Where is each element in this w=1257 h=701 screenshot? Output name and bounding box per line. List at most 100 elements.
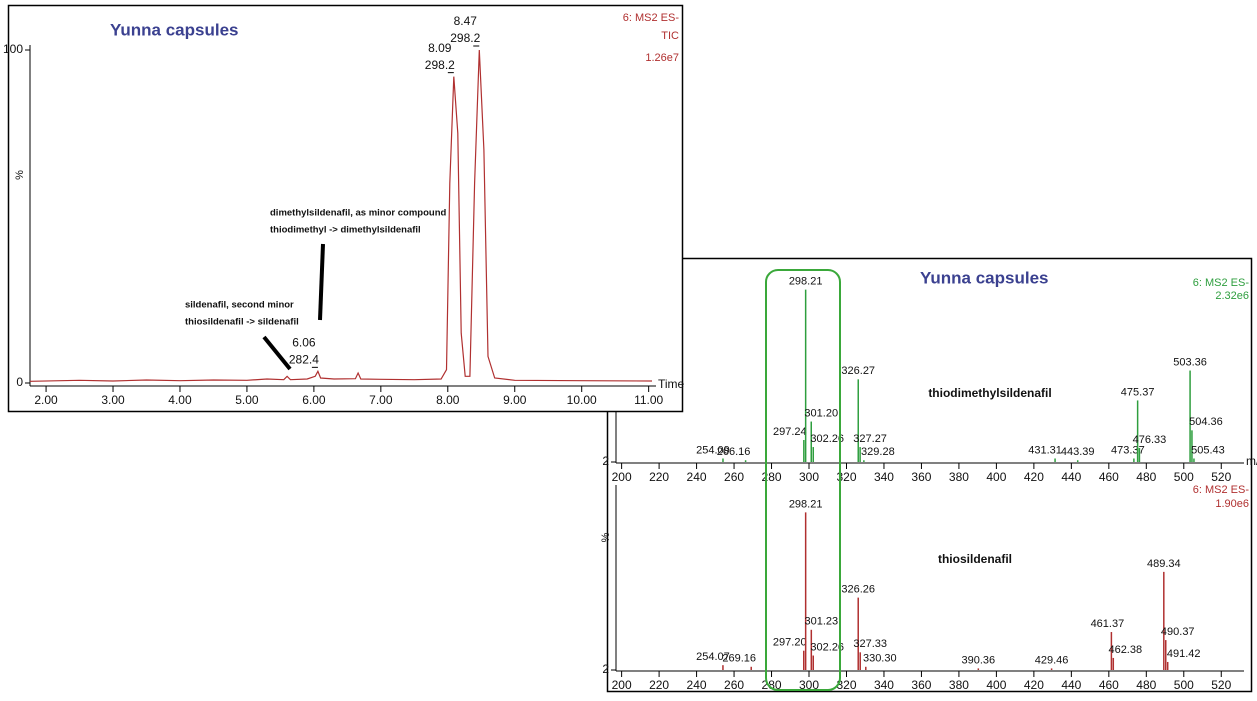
peak-label: 443.39	[1061, 446, 1095, 458]
x-tick-label: 11.00	[634, 393, 663, 407]
highlight-box	[765, 269, 841, 691]
peak-label: 298.2	[425, 58, 455, 72]
arrow	[262, 335, 292, 371]
x-tick-label: 440	[1061, 678, 1081, 692]
x-tick-label: 220	[649, 470, 669, 484]
peak-label: 476.33	[1133, 434, 1167, 446]
spectra-panel: 200 220 240 260 280 300 320 340 360 380 400 420 440 4…	[600, 257, 1257, 693]
compound-label: thiosildenafil	[938, 552, 1012, 566]
x-tick-label: 6.00	[302, 393, 326, 407]
peak-label: 505.43	[1191, 444, 1225, 456]
peak-label: 327.27	[853, 433, 887, 445]
x-tick-label: 7.00	[369, 393, 393, 407]
x-tick-label: 380	[949, 470, 969, 484]
x-tick-label: 520	[1211, 678, 1231, 692]
panel-border	[606, 257, 1253, 693]
x-tick-label: 440	[1061, 470, 1081, 484]
x-tick-label: 9.00	[503, 393, 527, 407]
x-tick-label: 240	[687, 678, 707, 692]
peak-label: 429.46	[1035, 654, 1069, 666]
x-tick-label: 380	[949, 678, 969, 692]
peak-label: 475.37	[1121, 386, 1155, 398]
y-tick-label: 2	[602, 662, 609, 676]
corner-label: 6: MS2 ES-	[623, 12, 680, 24]
x-tick-label: 300	[799, 678, 819, 692]
peak-label: 266.16	[717, 446, 751, 458]
peak-label: 254.07	[696, 651, 730, 663]
peak-label: 302.26	[810, 433, 844, 445]
y-tick-label: 0	[16, 375, 23, 389]
x-tick-label: 2.00	[34, 393, 58, 407]
corner-label: TIC	[661, 30, 679, 42]
peak-label: 490.37	[1161, 626, 1195, 638]
panel-border	[7, 4, 684, 413]
corner-label: 2.32e6	[1215, 290, 1249, 302]
peak-label: 461.37	[1091, 618, 1125, 630]
peak-label: 390.36	[962, 654, 996, 666]
peak-label: 301.23	[804, 616, 838, 628]
x-tick-label: 400	[986, 678, 1006, 692]
chromatogram-panel: 2.00 3.00 4.00 5.00 6.00 7.00 8.00 9.00 10.00 11.…	[3, 4, 685, 413]
peak-label: 330.30	[863, 653, 897, 665]
peak-label: 8.09	[428, 41, 452, 55]
peak-label: 302.26	[810, 641, 844, 653]
chart-title: Yunna capsules	[920, 268, 1049, 287]
peak-label: 298.21	[789, 498, 823, 510]
corner-label: 6: MS2 ES-	[1193, 484, 1250, 496]
x-tick-label: 480	[1136, 470, 1156, 484]
x-tick-label: 200	[612, 470, 632, 484]
y-axis-label: %	[14, 170, 26, 180]
compound-label: thiodimethylsildenafil	[928, 386, 1051, 400]
corner-label: 1.26e7	[645, 52, 679, 64]
corner-label: 1.90e6	[1215, 498, 1249, 510]
peak-label: 491.42	[1167, 648, 1201, 660]
peak-label: 298.2	[450, 31, 480, 45]
peak-label: 326.26	[841, 584, 875, 596]
x-tick-label: 500	[1174, 470, 1194, 484]
peak-label: 254.09	[696, 444, 730, 456]
x-tick-label: 420	[1024, 678, 1044, 692]
x-tick-label: 420	[1024, 470, 1044, 484]
x-tick-label: 200	[612, 678, 632, 692]
x-axis-label: m/z	[1246, 454, 1257, 468]
x-tick-label: 460	[1099, 470, 1119, 484]
peak-label: 489.34	[1147, 558, 1181, 570]
x-tick-label: 460	[1099, 678, 1119, 692]
x-axis-label: Time	[658, 377, 685, 391]
x-tick-label: 340	[874, 470, 894, 484]
peak-label: 327.33	[853, 638, 887, 650]
x-tick-label: 280	[762, 470, 782, 484]
peak-label: 282.4	[289, 353, 319, 367]
annotation: thiodimethyl -> dimethylsildenafil	[270, 225, 421, 236]
chart-title: Yunna capsules	[110, 20, 239, 39]
x-tick-label: 360	[911, 678, 931, 692]
y-axis-label: %	[600, 532, 612, 542]
x-tick-label: 320	[836, 470, 856, 484]
x-tick-label: 520	[1211, 470, 1231, 484]
x-tick-label: 220	[649, 678, 669, 692]
peak-label: 8.47	[454, 14, 478, 28]
peak-label: 329.28	[861, 446, 895, 458]
trace	[29, 49, 653, 382]
peak-label: 6.06	[292, 336, 316, 350]
annotation: dimethylsildenafil, as minor compound	[270, 208, 446, 219]
peak-label: 298.21	[789, 276, 823, 288]
x-tick-label: 500	[1174, 678, 1194, 692]
arrow	[318, 243, 325, 321]
peak-label: 269.16	[722, 653, 756, 665]
peak-label: 297.24	[773, 426, 807, 438]
peak-label: 297.20	[773, 637, 807, 649]
peak-label: 503.36	[1173, 356, 1207, 368]
peak-label: 326.27	[841, 365, 875, 377]
x-tick-label: 300	[799, 470, 819, 484]
x-tick-label: 10.00	[567, 393, 597, 407]
x-tick-label: 3.00	[101, 393, 125, 407]
x-tick-label: 340	[874, 678, 894, 692]
x-tick-label: 8.00	[436, 393, 460, 407]
highlight	[765, 269, 841, 691]
x-tick-label: 240	[687, 470, 707, 484]
x-tick-label: 480	[1136, 678, 1156, 692]
x-tick-label: 320	[836, 678, 856, 692]
peak-label: 504.36	[1189, 416, 1223, 428]
